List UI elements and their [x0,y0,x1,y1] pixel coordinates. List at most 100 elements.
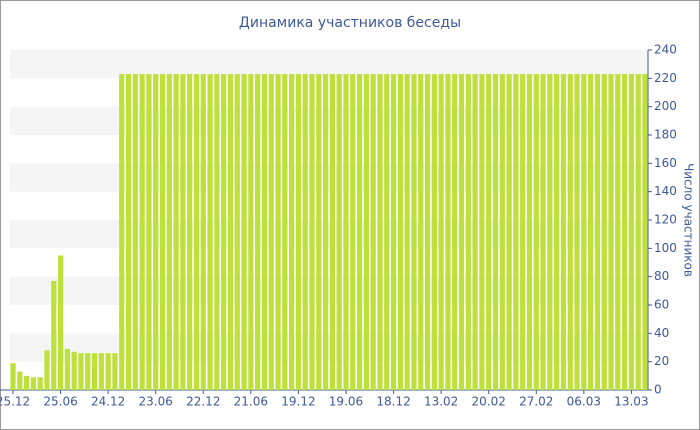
bar [513,74,519,390]
bar [316,74,322,390]
bar [635,74,641,390]
y-tick-label: 0 [654,383,662,397]
bar [57,255,64,390]
bar [458,74,465,390]
bar [214,74,220,390]
bar [132,74,138,390]
bar [329,74,335,390]
bar [411,74,417,390]
bar [479,74,485,390]
bar [472,74,478,390]
x-tick-label: 21.06 [234,395,268,409]
bar [255,74,261,390]
bar [424,74,431,390]
bar [112,353,118,390]
bar [343,74,349,390]
bar [554,74,560,390]
bar [574,74,580,390]
bar [23,375,30,390]
bar [10,363,16,390]
x-tick-label: 13.03 [614,395,648,409]
bar [404,74,410,390]
bar [248,74,254,390]
bar [520,74,526,390]
bar [431,74,437,390]
bar [173,74,179,390]
bar [581,74,587,390]
bar [275,74,281,390]
bar [622,74,628,390]
bar [506,74,512,390]
y-tick-label: 240 [654,43,677,57]
bar [241,74,247,390]
bar [85,353,91,390]
bar [302,74,308,390]
bar [356,74,363,390]
y-tick-label: 80 [654,269,669,283]
bar [601,74,607,390]
bar [486,74,492,390]
y-tick-label: 20 [654,354,669,368]
bar [153,74,159,390]
bar [594,74,601,390]
bar [105,353,111,390]
bar [64,348,70,390]
bar [540,74,546,390]
bar [608,74,614,390]
bar [166,74,172,390]
bar [125,74,132,390]
x-tick-label: 20.02 [472,395,506,409]
x-tick-label: 22.12 [186,395,220,409]
bar [193,74,200,390]
bar [200,74,206,390]
bar [377,74,383,390]
bar [397,74,403,390]
bar [289,74,295,390]
bar [71,351,77,390]
bar [159,74,166,390]
bar [261,74,268,390]
bar [418,74,424,390]
bar [119,74,125,390]
x-tick-label: 18.12 [376,395,410,409]
x-tick-label: 24.12 [91,395,125,409]
bar [207,74,213,390]
bar [492,74,499,390]
bar [37,377,43,390]
y-tick-label: 180 [654,128,677,142]
x-tick-label: 19.12 [281,395,315,409]
bar [323,74,329,390]
bar [533,74,539,390]
bar [51,280,57,390]
bar [642,74,648,390]
x-tick-label: 06.03 [567,395,601,409]
x-tick-label: 25.06 [43,395,77,409]
bar [146,74,152,390]
y-tick-label: 160 [654,156,677,170]
bar [17,371,23,390]
bar [78,353,84,390]
bar [309,74,315,390]
bar [234,74,240,390]
bar [438,74,444,390]
bar [44,350,50,390]
bar [363,74,369,390]
bar [390,74,397,390]
x-tick-label: 25.12 [0,395,30,409]
bar [180,74,186,390]
bar [547,74,553,390]
bar [370,74,376,390]
y-tick-label: 40 [654,326,669,340]
bar [445,74,451,390]
y-tick-label: 200 [654,99,677,113]
bar [588,74,594,390]
y-tick-label: 140 [654,184,677,198]
bar [526,74,533,390]
bar [560,74,567,390]
bar [98,353,104,390]
bar [628,74,635,390]
y-tick-label: 100 [654,241,677,255]
bar [282,74,288,390]
